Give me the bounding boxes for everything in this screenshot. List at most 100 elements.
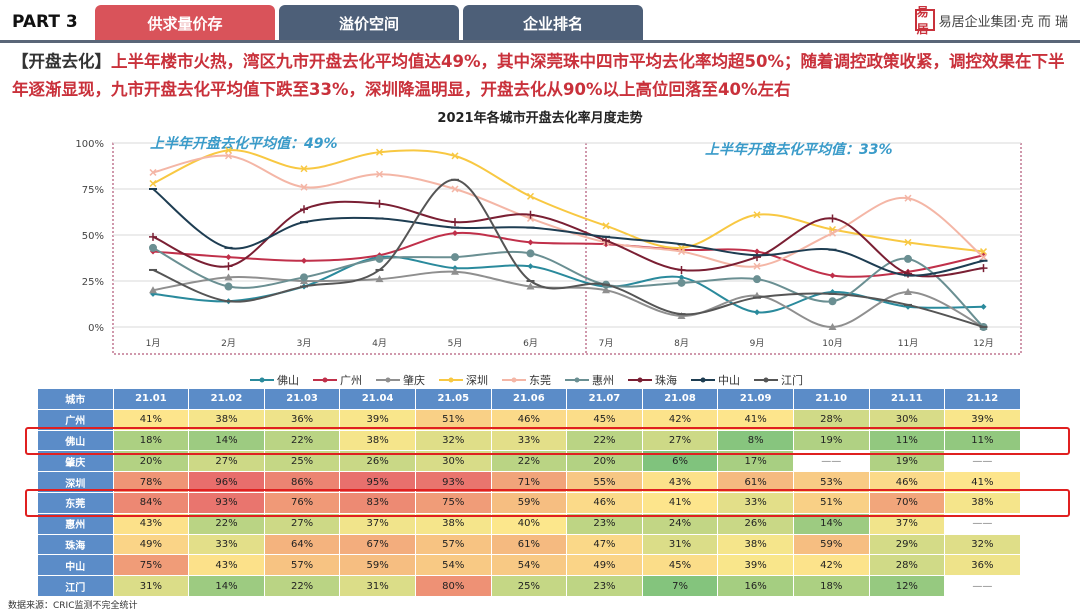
value-cell: 29%: [868, 533, 946, 556]
tab-company-ranking[interactable]: 企业排名: [463, 5, 643, 41]
tab-premium-space[interactable]: 溢价空间: [279, 5, 459, 41]
value-cell: 25%: [490, 575, 568, 597]
data-point: [980, 303, 987, 310]
value-cell: 95%: [339, 471, 416, 493]
legend-label: 中山: [718, 374, 740, 387]
data-point: [224, 273, 233, 281]
table-header-row: 城市 21.01 21.02 21.03 21.04 21.05 21.06 21.07 21.…: [37, 388, 1021, 410]
series-line-深圳: [152, 149, 984, 253]
value-cell: 31%: [641, 533, 719, 556]
x-tick-label: 7月: [599, 338, 614, 349]
line-chart: 0% 25% 50% 75% 100% 1月 2月 3月 4月 5月 6月 7月 8月 9月 10月 11月 1…: [75, 135, 1022, 355]
value-cell: 83%: [339, 491, 416, 514]
legend-item: 肇庆: [376, 372, 425, 388]
header-cell: 21.04: [339, 388, 416, 410]
city-cell: 肇庆: [37, 450, 114, 473]
value-cell: 93%: [188, 491, 265, 514]
value-cell: 28%: [868, 554, 946, 577]
value-cell: 30%: [868, 408, 946, 431]
value-cell: 22%: [263, 429, 341, 452]
legend-item: 珠海: [628, 372, 677, 388]
city-cell: 惠州: [37, 512, 114, 535]
value-cell: 41%: [944, 471, 1021, 493]
header-cell: 21.12: [944, 388, 1021, 410]
value-cell: 54%: [490, 554, 568, 577]
value-cell: 37%: [339, 512, 416, 535]
header-cell: 21.06: [490, 388, 568, 410]
value-cell: 33%: [717, 491, 794, 514]
data-source: 数据来源：CRIC监测不完全统计: [8, 601, 138, 611]
value-cell: 25%: [263, 450, 341, 473]
data-point: [375, 199, 384, 208]
series-line-江门: [152, 178, 984, 328]
annotation-h2: 上半年开盘去化平均值：33%: [705, 141, 893, 158]
data-point: [828, 323, 837, 330]
header-cell: 21.08: [641, 388, 719, 410]
data-point: [452, 230, 458, 237]
legend-item: 东莞: [502, 372, 551, 388]
value-cell: 57%: [414, 533, 492, 556]
data-point: [754, 309, 760, 316]
value-cell: 36%: [944, 554, 1021, 577]
data-point: [375, 254, 384, 263]
value-cell: 55%: [566, 471, 643, 493]
value-cell: 12%: [868, 575, 946, 597]
legend-line-icon: [376, 377, 400, 383]
legend-line-icon: [754, 377, 778, 383]
value-cell: 31%: [339, 575, 416, 597]
data-point: [526, 249, 535, 258]
value-cell: 61%: [717, 471, 794, 493]
city-cell: 江门: [37, 575, 114, 597]
y-tick-label: 50%: [82, 231, 104, 242]
data-point: [451, 253, 459, 262]
legend-label: 珠海: [655, 374, 677, 387]
value-cell: 46%: [566, 491, 643, 514]
city-cell: 中山: [37, 554, 114, 577]
data-point: [225, 254, 232, 261]
value-cell: 14%: [188, 429, 265, 452]
tab-supply-demand[interactable]: 供求量价存: [95, 5, 275, 41]
legend-item: 深圳: [439, 372, 488, 388]
header-cell: 城市: [37, 388, 114, 410]
summary-tag: 【开盘去化】: [12, 52, 111, 71]
legend-label: 佛山: [277, 374, 299, 387]
data-point: [677, 278, 686, 287]
data-point: [224, 282, 233, 291]
table-row: 江门 31% 14% 22% 31% 80% 25% 23% 7% 16% 18% 12% ——: [37, 575, 1021, 597]
legend-line-icon: [250, 377, 274, 383]
legend-label: 惠州: [592, 374, 614, 387]
data-point: [904, 194, 912, 202]
highlight-box-dongguan: [25, 489, 1070, 517]
city-cell: 珠海: [37, 533, 114, 556]
legend-line-icon: [313, 377, 337, 383]
value-cell: 76%: [263, 491, 341, 514]
summary-text: 【开盘去化】上半年楼市火热，湾区九市开盘去化平均值达49%，其中深莞珠中四市平均…: [12, 48, 1072, 104]
legend-item: 广州: [313, 372, 362, 388]
table-row: 珠海 49% 33% 64% 67% 57% 61% 47% 31% 38% 59% 29% 32%: [37, 533, 1021, 556]
value-cell: 84%: [112, 491, 190, 514]
value-cell: 17%: [717, 450, 794, 473]
data-point: [753, 211, 761, 219]
value-cell: 23%: [566, 575, 643, 597]
x-tick-label: 9月: [750, 338, 765, 349]
data-point: [754, 248, 760, 255]
data-point: [149, 168, 157, 176]
legend-line-icon: [439, 377, 463, 383]
value-cell: 37%: [868, 512, 946, 535]
value-cell: 7%: [641, 575, 719, 597]
x-tick-label: 12月: [973, 338, 993, 349]
value-cell: ——: [944, 575, 1021, 597]
table-row: 广州 41% 38% 36% 39% 51% 46% 45% 42% 41% 28% 30% 39%: [37, 408, 1021, 431]
data-point: [301, 257, 307, 264]
data-point: [602, 236, 610, 245]
series-line-广州: [152, 231, 984, 278]
data-point: [149, 179, 157, 188]
value-cell: 49%: [566, 554, 643, 577]
value-cell: 18%: [792, 575, 870, 597]
data-point: [979, 264, 988, 273]
value-cell: 64%: [263, 533, 341, 556]
data-point: [904, 254, 912, 263]
data-point: [375, 148, 384, 156]
value-cell: 27%: [263, 512, 341, 535]
x-tick-label: 11月: [898, 338, 918, 349]
